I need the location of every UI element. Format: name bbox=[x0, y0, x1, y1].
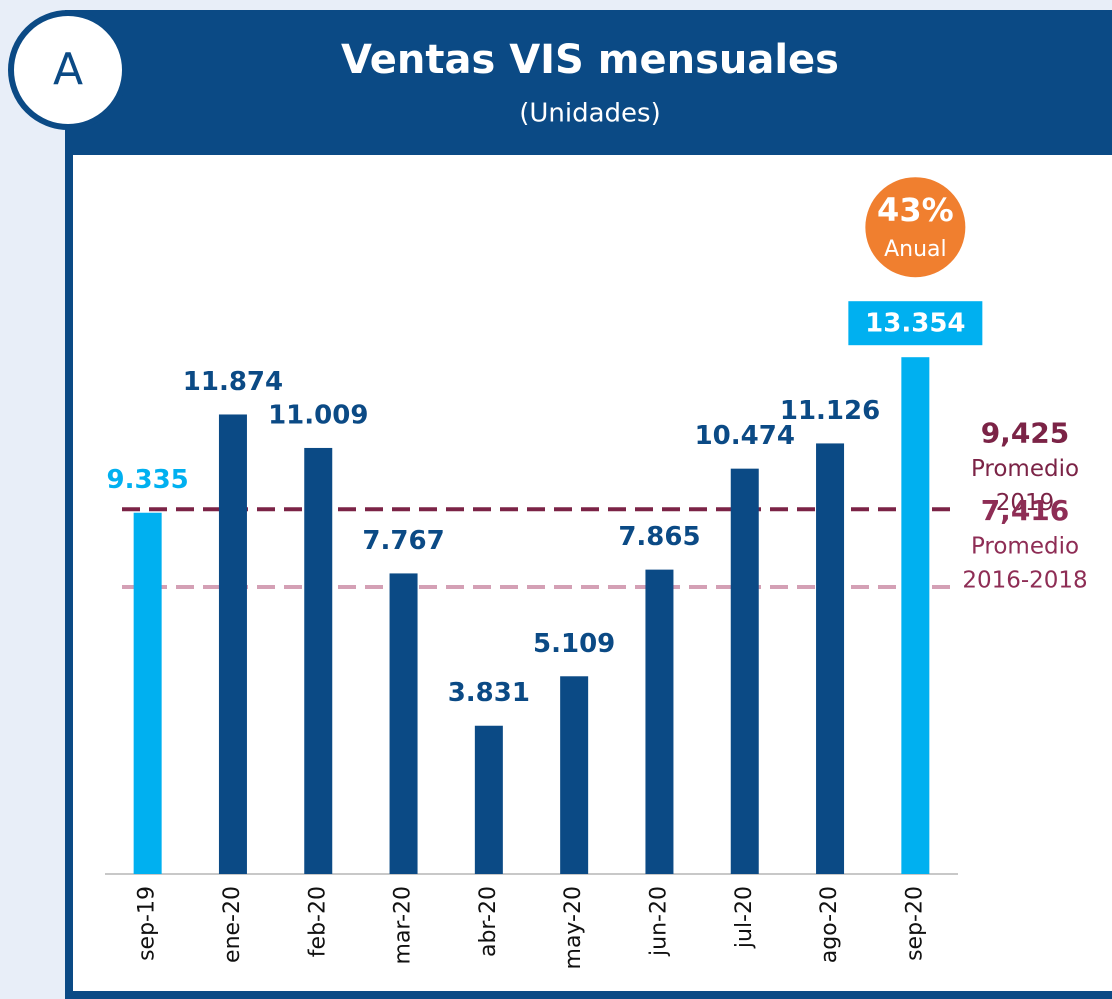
value-label-box bbox=[848, 301, 983, 346]
chart-title: Ventas VIS mensuales bbox=[341, 37, 839, 83]
bar bbox=[730, 468, 759, 874]
panel-badge bbox=[8, 10, 128, 130]
x-tick-label: mar-20 bbox=[391, 886, 416, 964]
reference-text: Promedio bbox=[971, 534, 1079, 560]
panel-letter: A bbox=[53, 44, 83, 95]
reference-text: 2016-2018 bbox=[962, 568, 1087, 594]
reference-text: 2019 bbox=[996, 490, 1055, 516]
panel-border bbox=[65, 991, 1112, 999]
value-label: 11.009 bbox=[268, 400, 368, 430]
bar bbox=[901, 357, 930, 874]
value-label: 5.109 bbox=[533, 629, 615, 659]
reference-value: 9,425 bbox=[981, 416, 1070, 449]
x-tick-label: abr-20 bbox=[476, 886, 501, 957]
bar bbox=[389, 573, 418, 874]
bar bbox=[645, 569, 674, 874]
reference-value: 7,416 bbox=[981, 494, 1070, 527]
x-tick-label: ene-20 bbox=[220, 886, 245, 963]
panel-border bbox=[65, 155, 73, 999]
value-label: 10.474 bbox=[695, 421, 795, 451]
chart-subtitle: (Unidades) bbox=[519, 99, 661, 129]
bar bbox=[218, 414, 247, 874]
badge bbox=[865, 177, 966, 278]
value-label: 11.126 bbox=[780, 396, 880, 426]
x-tick-label: feb-20 bbox=[305, 886, 330, 957]
x-tick-label: jul-20 bbox=[732, 886, 757, 949]
bar bbox=[560, 676, 589, 874]
bar bbox=[133, 512, 162, 874]
value-label: 13.354 bbox=[865, 309, 965, 339]
x-tick-label: ago-20 bbox=[817, 886, 842, 963]
value-label: 9.335 bbox=[107, 465, 189, 495]
x-tick-label: sep-19 bbox=[135, 886, 160, 961]
value-label: 7.767 bbox=[362, 526, 444, 556]
badge-sub: Anual bbox=[884, 237, 947, 262]
reference-text: Promedio bbox=[971, 456, 1079, 482]
value-label: 7.865 bbox=[618, 522, 700, 552]
header bbox=[65, 10, 1112, 155]
bar bbox=[816, 443, 845, 874]
badge-value: 43% bbox=[877, 191, 954, 229]
value-label: 3.831 bbox=[448, 678, 530, 708]
x-tick-label: jun-20 bbox=[646, 886, 671, 957]
value-label: 11.874 bbox=[183, 367, 283, 397]
x-tick-label: may-20 bbox=[561, 886, 586, 969]
bar bbox=[304, 447, 333, 874]
x-tick-label: sep-20 bbox=[902, 886, 927, 961]
bar bbox=[474, 725, 503, 874]
